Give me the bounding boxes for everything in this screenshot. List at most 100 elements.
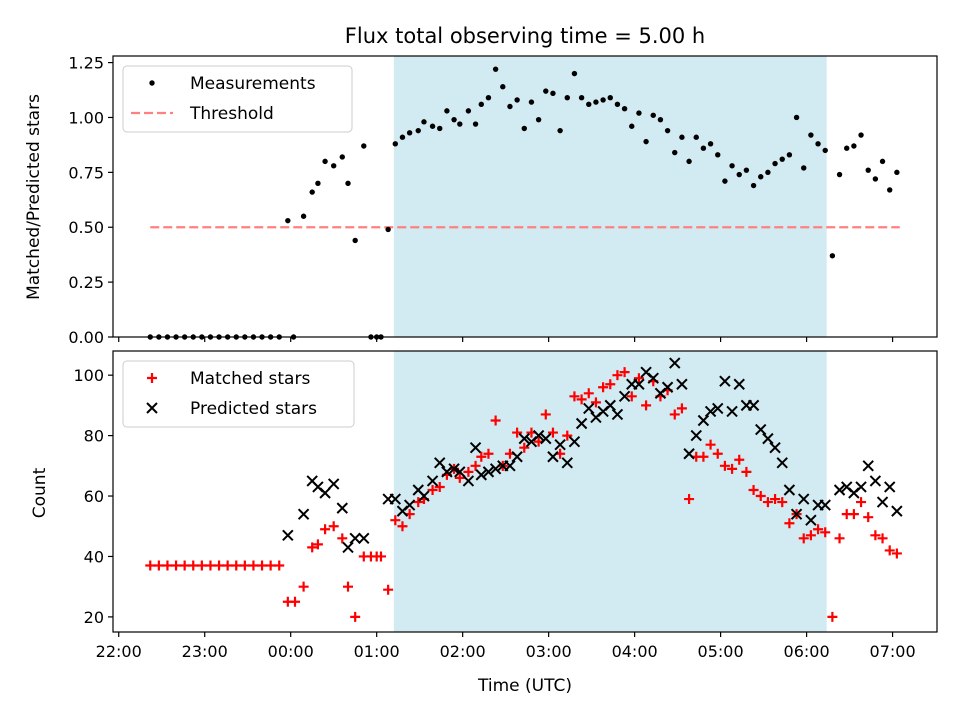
predicted-point <box>532 429 545 442</box>
legend-box <box>122 65 353 133</box>
legend-label: Matched stars <box>190 369 310 389</box>
measurement-point <box>528 99 535 105</box>
x-tick-label: 06:00 <box>784 642 830 661</box>
matched-point <box>274 560 285 571</box>
matched-point <box>540 409 551 420</box>
predicted-point <box>462 475 475 487</box>
measurement-point <box>507 103 513 110</box>
matched-point <box>490 415 501 426</box>
measurement-point <box>700 145 707 151</box>
matched-point <box>583 388 594 399</box>
predicted-point <box>554 438 566 451</box>
measurement-point <box>535 116 542 123</box>
predicted-point <box>518 432 530 445</box>
measurement-point <box>457 121 463 127</box>
measurement-point <box>808 132 814 138</box>
measurement-point <box>693 134 699 140</box>
observing-window-span <box>393 56 827 337</box>
y-tick-label: 1.00 <box>68 108 104 127</box>
predicted-point <box>540 432 552 445</box>
measurement-point <box>478 101 484 107</box>
measurement-point <box>715 152 721 158</box>
predicted-point <box>690 429 702 442</box>
x-tick-label: 01:00 <box>354 642 400 661</box>
matched-point <box>343 581 354 592</box>
predicted-point <box>418 490 430 502</box>
measurement-point <box>330 163 337 169</box>
plot-frame <box>112 55 938 338</box>
matched-point <box>705 439 716 450</box>
y-tick-label: 0.75 <box>68 163 104 182</box>
predicted-point <box>327 478 340 490</box>
measurement-point <box>385 226 391 233</box>
matched-point <box>598 382 609 393</box>
predicted-point <box>805 514 817 526</box>
measurement-point <box>743 167 750 173</box>
predicted-point <box>647 372 659 384</box>
measurement-point <box>650 112 656 118</box>
measurement-point <box>444 108 450 114</box>
legend-box <box>122 360 355 428</box>
predicted-point <box>697 414 710 427</box>
matched-point <box>265 560 276 571</box>
predicted-point <box>403 499 416 511</box>
matched-point <box>328 521 339 532</box>
measurement-point <box>707 141 714 147</box>
legend-label: Threshold <box>189 104 274 124</box>
predicted-point <box>561 457 573 469</box>
measurement-point <box>621 105 628 112</box>
measurement-point <box>406 130 413 136</box>
legend-marker-dot <box>149 80 155 86</box>
matched-point <box>734 454 745 465</box>
y-tick-label: 80 <box>84 427 104 446</box>
measurement-point <box>521 125 527 132</box>
measurement-point <box>492 66 499 72</box>
predicted-point <box>747 399 760 412</box>
bottom-y-axis-label: Count <box>30 467 50 518</box>
legend-marker-x <box>146 402 158 414</box>
measurement-point <box>729 163 735 169</box>
measurement-point <box>822 147 828 154</box>
measurement-point <box>829 253 836 259</box>
matched-point <box>762 497 773 508</box>
predicted-point <box>358 532 370 545</box>
series-matched-stars <box>145 367 902 622</box>
measurement-point <box>578 95 585 101</box>
legend: Matched stars Predicted stars <box>122 360 355 428</box>
predicted-point <box>434 457 446 469</box>
x-tick-label: 05:00 <box>698 642 744 661</box>
measurement-point <box>309 189 315 195</box>
legend-marker-plus <box>147 373 157 383</box>
predicted-point <box>776 457 788 469</box>
predicted-point <box>583 402 595 415</box>
measurement-point <box>564 95 570 101</box>
matched-point <box>375 551 386 562</box>
matched-point <box>884 545 895 556</box>
matched-point <box>669 409 680 420</box>
predicted-point <box>869 475 882 487</box>
matched-point <box>569 391 580 402</box>
matched-point <box>770 494 781 505</box>
measurement-point <box>686 158 692 165</box>
matched-point <box>179 560 190 571</box>
predicted-point <box>833 484 846 496</box>
measurement-point <box>607 95 613 101</box>
predicted-point <box>297 508 310 520</box>
matched-point <box>427 484 438 495</box>
predicted-point <box>448 463 460 475</box>
measurement-point <box>500 84 506 90</box>
y-tick-label: 60 <box>84 487 104 506</box>
series-predicted-stars <box>282 357 903 554</box>
matched-point <box>820 527 831 538</box>
predicted-point <box>783 484 796 496</box>
predicted-point <box>469 441 482 454</box>
predicted-point <box>454 466 466 478</box>
predicted-point <box>733 378 745 390</box>
matched-point <box>755 491 766 502</box>
measurement-point <box>415 127 421 134</box>
x-tick-label: 00:00 <box>268 642 314 661</box>
y-tick-label: 100 <box>73 366 104 385</box>
matched-point <box>196 560 207 571</box>
matched-point <box>350 611 361 622</box>
